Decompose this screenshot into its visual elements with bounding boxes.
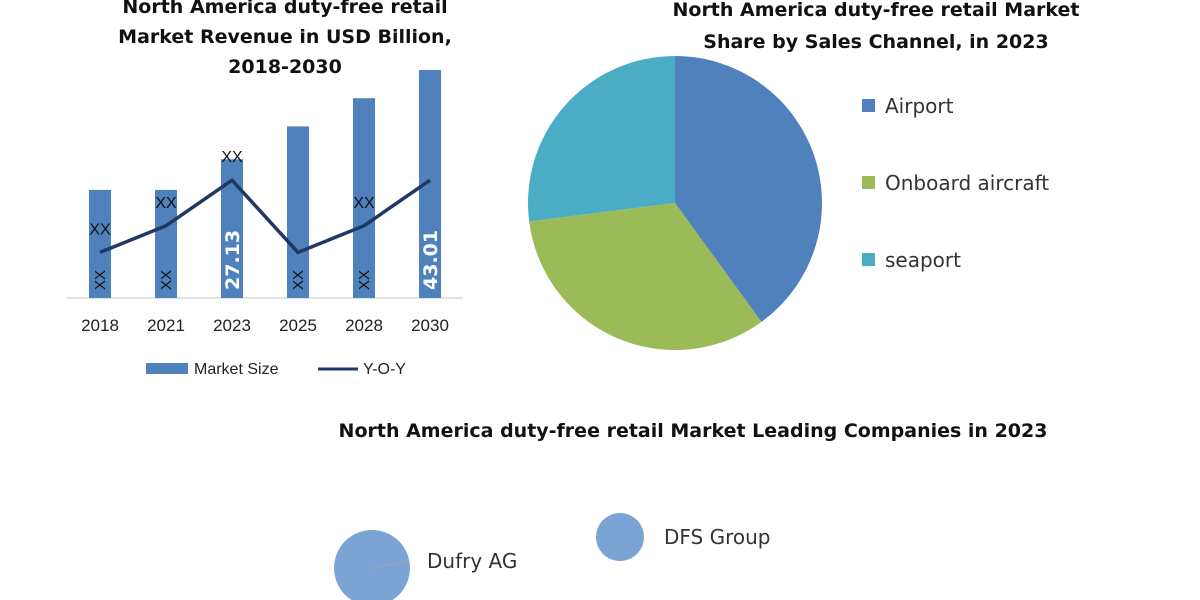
- pie-legend-label-onboard-aircraft: Onboard aircraft: [885, 171, 1049, 195]
- pie-legend-label-seaport: seaport: [885, 248, 961, 272]
- revenue-chart-title-line-1: North America duty-free retail: [122, 0, 447, 18]
- pie-slice-seaport: [528, 56, 675, 222]
- companies-title: North America duty-free retail Market Le…: [339, 420, 1048, 442]
- bar-2028: [353, 98, 375, 299]
- pie-chart-title-line-1: North America duty-free retail Market: [672, 0, 1079, 21]
- x-tick-2018: 2018: [81, 316, 119, 335]
- legend-swatch-market-size: [146, 363, 188, 374]
- bar-2018: [89, 189, 111, 298]
- legend-label-yoy: Y-O-Y: [363, 361, 406, 378]
- pie-legend-label-airport: Airport: [885, 94, 954, 118]
- bar-2025: [287, 126, 309, 298]
- bubble-dfs-group: [596, 513, 644, 561]
- bar-value-label-2028: XX: [356, 270, 373, 290]
- bubble-dufry-ag: [334, 530, 410, 600]
- yoy-label-2023: XX: [221, 149, 243, 166]
- pie-legend-swatch-seaport: [862, 253, 875, 266]
- yoy-label-2028: XX: [353, 195, 375, 212]
- x-tick-2028: 2028: [345, 316, 383, 335]
- yoy-label-2018: XX: [89, 221, 111, 238]
- revenue-chart: North America duty-free retail Market Re…: [67, 0, 463, 378]
- sales-channel-chart: North America duty-free retail Market Sh…: [528, 0, 1080, 350]
- x-tick-2021: 2021: [147, 316, 185, 335]
- bar-value-label-2018: XX: [92, 270, 109, 290]
- x-tick-2030: 2030: [411, 316, 449, 335]
- x-tick-2025: 2025: [279, 316, 317, 335]
- leader-line-dufry-ag: [371, 560, 410, 569]
- pie-legend-swatch-onboard-aircraft: [862, 176, 875, 189]
- label-dufry-ag: Dufry AG: [427, 549, 517, 573]
- bar-value-label-2021: XX: [158, 270, 175, 290]
- leading-companies-section: North America duty-free retail Market Le…: [334, 420, 1047, 600]
- bar-2030: [419, 70, 441, 298]
- pie-marks: [528, 56, 822, 350]
- bar-2021: [155, 189, 177, 298]
- yoy-line: [99, 178, 431, 255]
- pie-chart-title-line-2: Share by Sales Channel, in 2023: [703, 31, 1048, 53]
- pie-slice-onboard-aircraft: [529, 203, 762, 350]
- bar-value-label-2025: XX: [290, 270, 307, 290]
- yoy-label-2021: XX: [155, 195, 177, 212]
- pie-legend: Airport Onboard aircraft seaport: [862, 94, 1049, 272]
- bar-chart-marks: XX 2018 XX 2021 27.13 2023 XX 2025 XX 2028 43.01 20…: [81, 70, 449, 335]
- bar-value-label-2023: 27.13: [222, 230, 244, 290]
- x-tick-2023: 2023: [213, 316, 251, 335]
- pie-slice-airport: [675, 56, 822, 322]
- pie-legend-swatch-airport: [862, 99, 875, 112]
- revenue-chart-title-line-3: 2018-2030: [228, 56, 342, 78]
- revenue-chart-title-line-2: Market Revenue in USD Billion,: [118, 26, 452, 48]
- bar-2023: [221, 159, 243, 298]
- legend-label-market-size: Market Size: [194, 361, 279, 378]
- bar-value-label-2030: 43.01: [420, 230, 442, 290]
- label-dfs-group: DFS Group: [664, 525, 771, 549]
